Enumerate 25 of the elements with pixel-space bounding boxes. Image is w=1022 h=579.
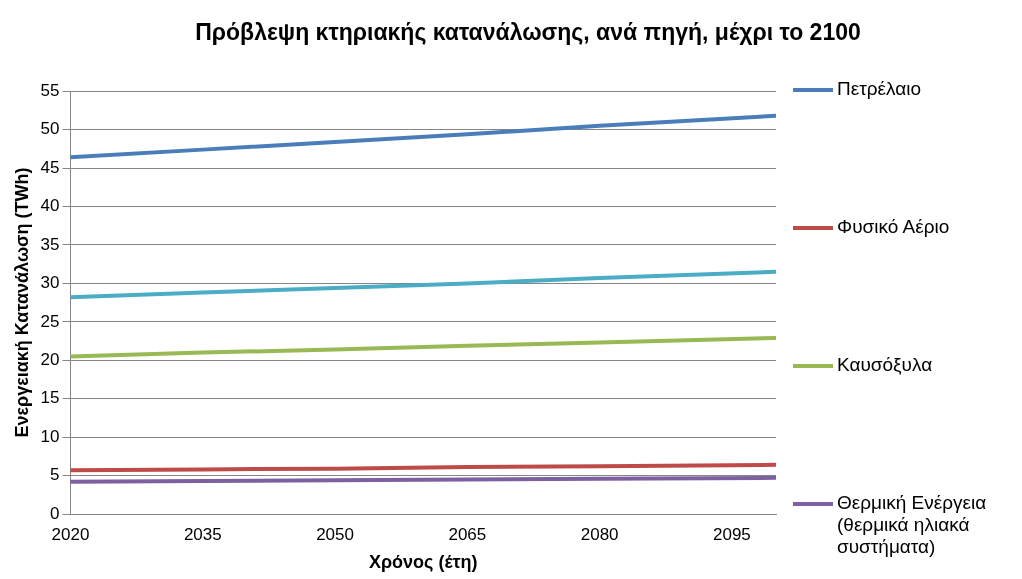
legend-label: Πετρέλαιο [837,78,921,100]
y-axis-title: Ενεργειακή Κατανάλωση (TWh) [11,167,32,438]
legend-label: Φυσικό Αέριο [837,216,950,238]
y-tick-label: 0 [50,503,60,523]
x-tick-label: 2050 [316,524,354,544]
y-tick-label: 30 [40,273,60,293]
x-tick-label: 2020 [51,524,90,544]
y-tick-label: 55 [40,80,60,100]
x-tick-label: 2065 [448,524,487,544]
x-tick-label: 2095 [712,524,751,544]
y-tick-label: 5 [50,465,60,485]
x-tick-label: 2080 [580,524,619,544]
y-tick-label: 35 [40,234,60,254]
y-tick-label: 15 [40,388,60,408]
x-tick-label: 2035 [183,524,222,544]
legend-label: Θερμική Ενέργεια (θερμικά ηλιακά συστήματα) [837,492,988,558]
y-tick-label: 20 [40,349,60,369]
y-tick-label: 10 [40,426,60,446]
chart-title: Πρόβλεψη κτηριακής κατανάλωσης, ανά πηγή, μέχρι το 2100 [194,18,862,47]
y-tick-label: 25 [40,311,60,331]
x-axis-title: Χρόνος (έτη) [368,552,478,573]
y-tick-label: 45 [40,157,60,177]
y-tick-label: 40 [40,196,60,216]
y-tick-label: 50 [40,119,60,139]
legend-label: Καυσόξυλα [837,354,933,376]
